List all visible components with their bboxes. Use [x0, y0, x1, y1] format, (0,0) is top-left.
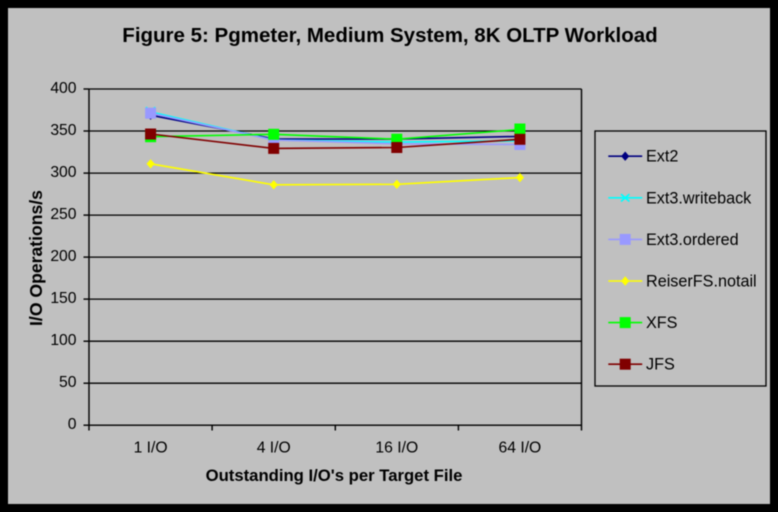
svg-text:Ext2: Ext2 — [646, 148, 678, 166]
svg-text:Outstanding I/O's per Target F: Outstanding I/O's per Target File — [206, 466, 463, 485]
svg-text:4 I/O: 4 I/O — [257, 439, 291, 456]
svg-text:350: 350 — [50, 122, 76, 139]
svg-text:XFS: XFS — [646, 314, 678, 332]
svg-text:64 I/O: 64 I/O — [499, 439, 542, 456]
svg-text:Ext3.ordered: Ext3.ordered — [646, 231, 739, 249]
svg-text:Ext3.writeback: Ext3.writeback — [646, 189, 752, 207]
svg-text:16 I/O: 16 I/O — [375, 439, 418, 456]
svg-text:0: 0 — [68, 416, 77, 433]
svg-text:1 I/O: 1 I/O — [134, 439, 168, 456]
svg-text:JFS: JFS — [646, 356, 675, 374]
svg-text:400: 400 — [50, 80, 76, 97]
svg-text:ReiserFS.notail: ReiserFS.notail — [646, 273, 757, 291]
svg-text:I/O Operations/s: I/O Operations/s — [26, 190, 46, 326]
svg-text:150: 150 — [50, 290, 76, 307]
svg-text:100: 100 — [50, 332, 76, 349]
svg-text:300: 300 — [50, 164, 76, 181]
svg-text:50: 50 — [59, 374, 77, 391]
svg-text:250: 250 — [50, 206, 76, 223]
svg-text:Figure 5: Pgmeter, Medium Syst: Figure 5: Pgmeter, Medium System, 8K OLT… — [122, 24, 657, 47]
svg-text:200: 200 — [50, 248, 76, 265]
